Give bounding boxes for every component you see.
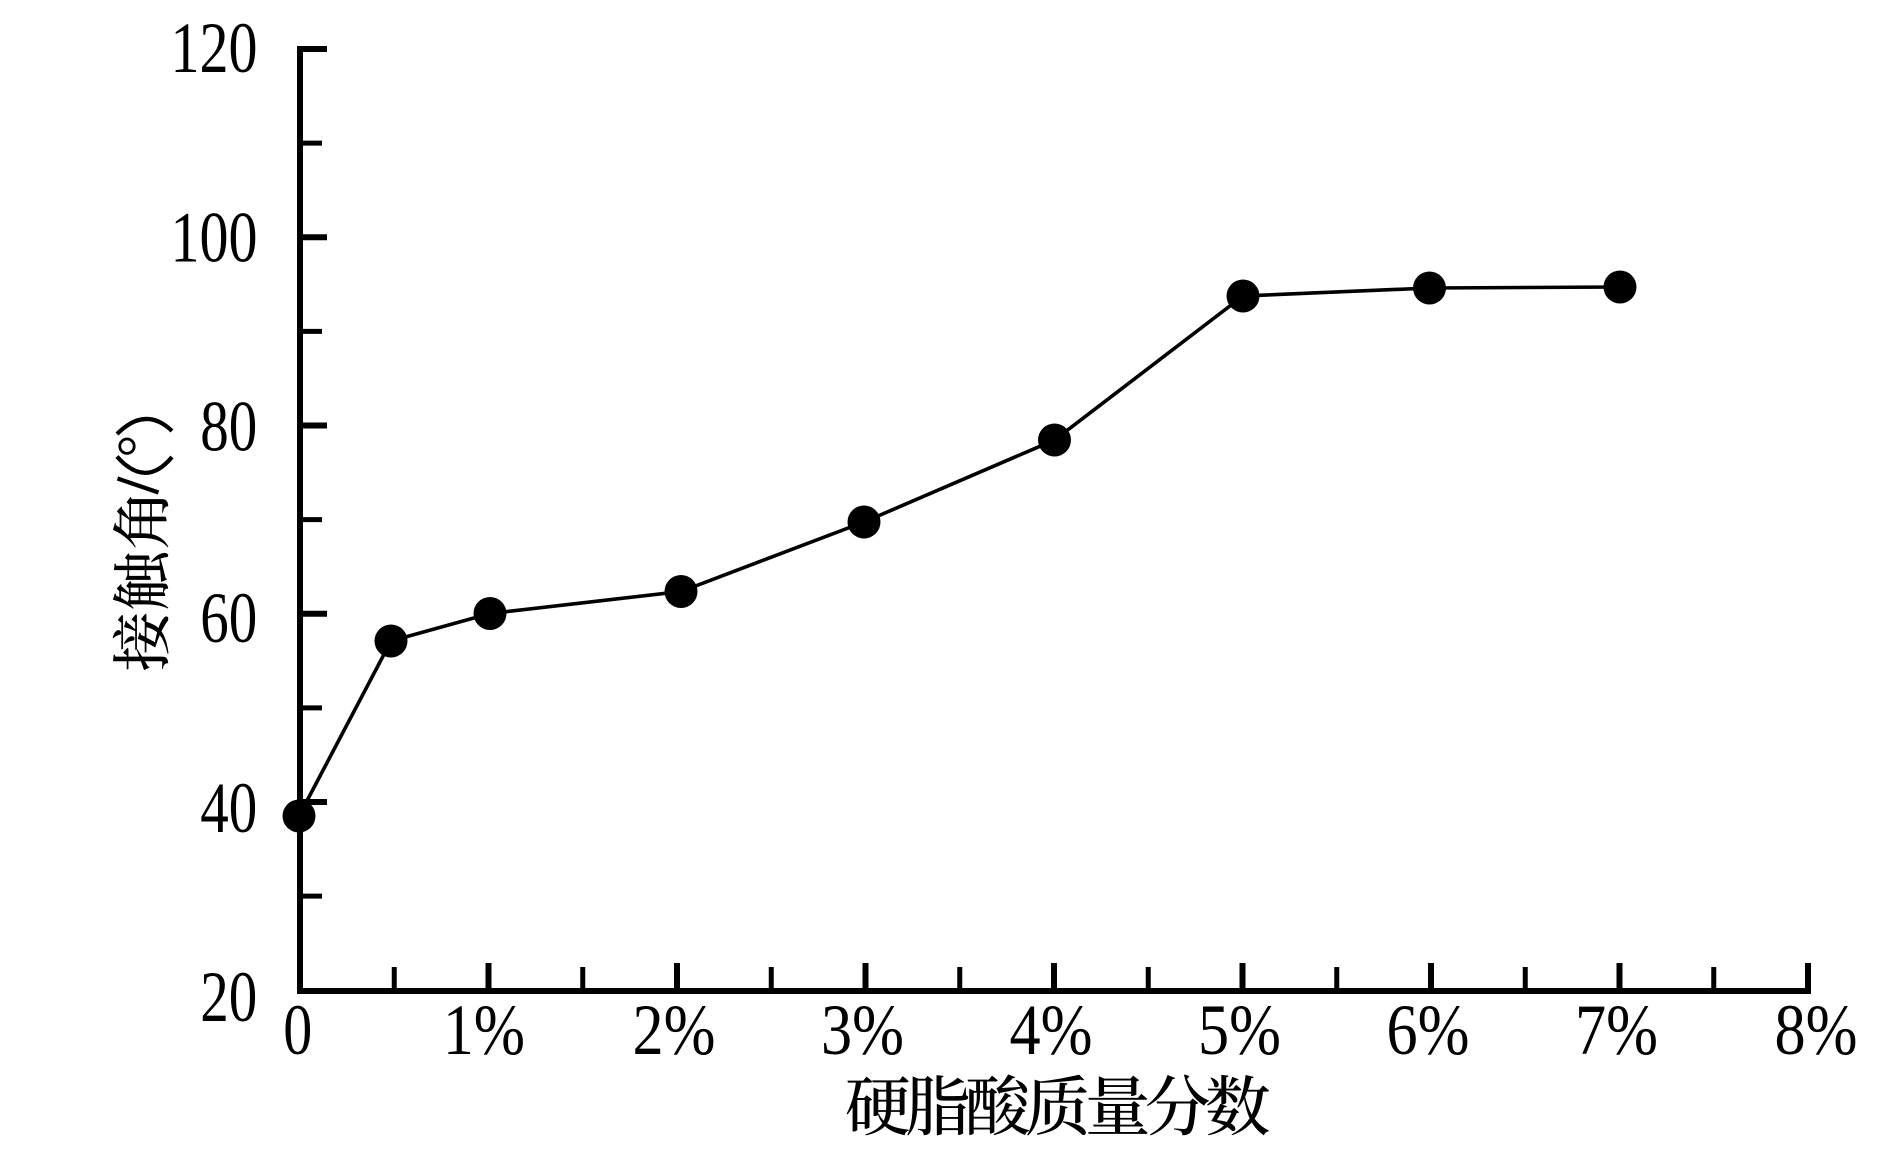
svg-text:4%: 4%	[1010, 990, 1093, 1070]
svg-text:80: 80	[200, 386, 257, 466]
svg-text:20: 20	[200, 957, 257, 1037]
svg-text:0: 0	[283, 990, 312, 1070]
svg-text:120: 120	[171, 8, 258, 88]
svg-text:8%: 8%	[1775, 990, 1858, 1070]
svg-text:40: 40	[200, 768, 257, 848]
svg-text:5%: 5%	[1198, 990, 1281, 1070]
svg-text:100: 100	[171, 198, 258, 278]
svg-text:60: 60	[200, 578, 257, 658]
svg-text:6%: 6%	[1387, 990, 1470, 1070]
svg-text:1%: 1%	[443, 990, 525, 1070]
svg-text:3%: 3%	[821, 990, 904, 1070]
svg-text:2%: 2%	[633, 990, 716, 1070]
svg-text:7%: 7%	[1575, 990, 1658, 1070]
